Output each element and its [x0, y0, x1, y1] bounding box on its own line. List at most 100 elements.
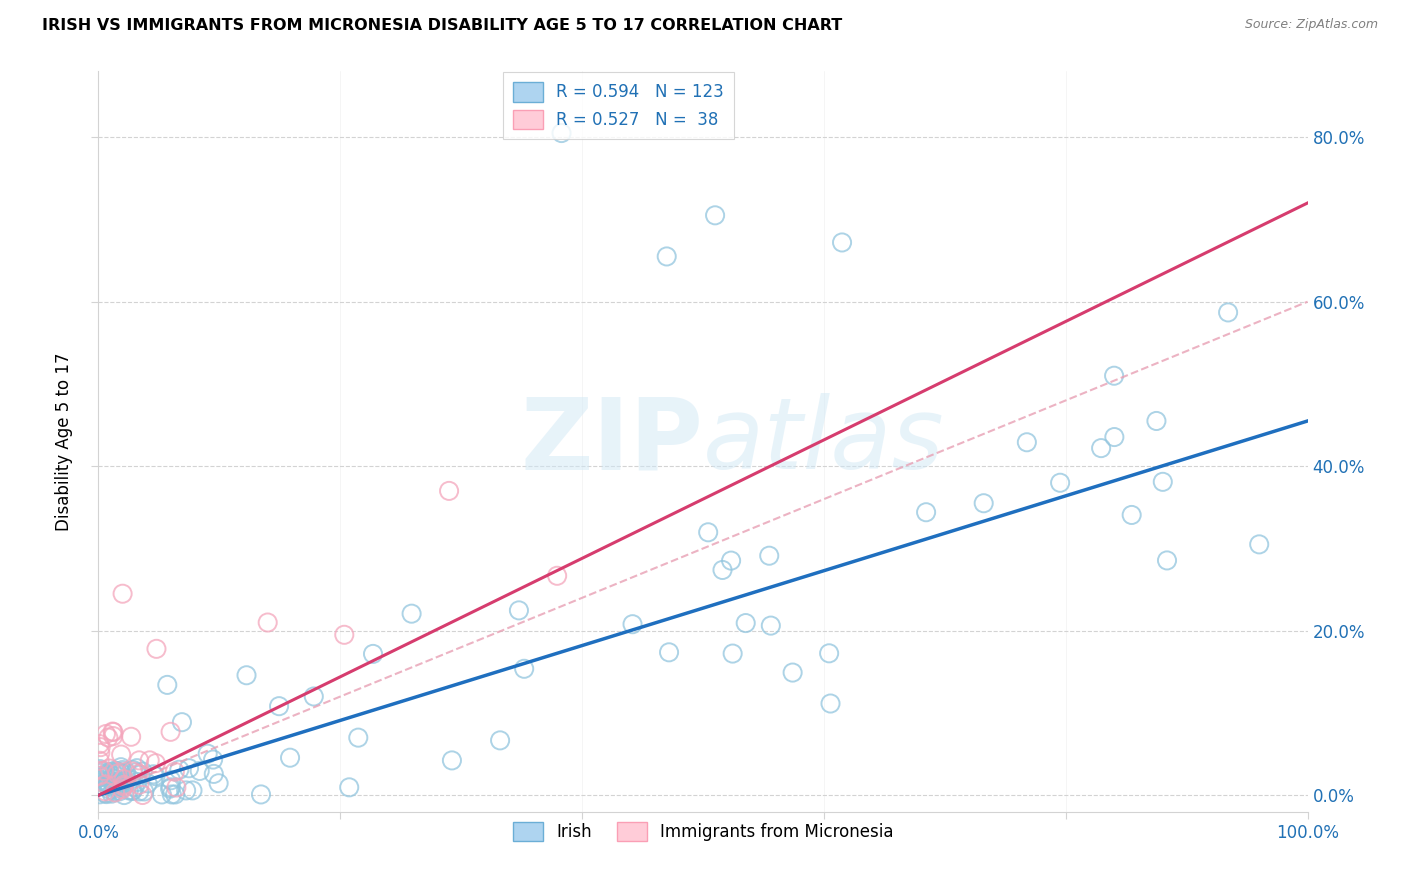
Point: [90, 772, 112, 787]
Point: [704, 208, 727, 222]
Point: [127, 775, 149, 789]
Point: [101, 771, 124, 785]
Point: [711, 563, 734, 577]
Point: [159, 724, 181, 739]
Point: [159, 781, 181, 796]
Point: [108, 780, 131, 794]
Point: [361, 647, 384, 661]
Point: [550, 126, 572, 140]
Point: [818, 646, 841, 660]
Point: [1104, 430, 1126, 444]
Point: [125, 765, 148, 780]
Point: [120, 730, 142, 744]
Text: Source: ZipAtlas.com: Source: ZipAtlas.com: [1244, 18, 1378, 31]
Point: [489, 733, 512, 747]
Point: [1015, 435, 1038, 450]
Point: [110, 747, 132, 762]
Point: [169, 763, 191, 777]
Point: [165, 780, 187, 795]
Point: [131, 764, 153, 779]
Point: [101, 764, 124, 779]
Point: [145, 769, 167, 783]
Point: [112, 778, 135, 792]
Point: [105, 766, 128, 780]
Point: [97, 731, 120, 745]
Point: [145, 641, 167, 656]
Point: [165, 788, 187, 802]
Point: [105, 765, 128, 780]
Point: [96, 767, 118, 781]
Point: [121, 783, 143, 797]
Point: [110, 765, 132, 780]
Point: [302, 690, 325, 704]
Point: [145, 756, 167, 771]
Point: [89, 762, 111, 776]
Point: [100, 787, 122, 801]
Point: [94, 786, 117, 800]
Point: [207, 776, 229, 790]
Point: [101, 724, 124, 739]
Point: [131, 788, 153, 802]
Point: [347, 731, 370, 745]
Point: [256, 615, 278, 630]
Point: [250, 788, 273, 802]
Point: [110, 765, 132, 780]
Point: [104, 781, 127, 796]
Point: [197, 747, 219, 761]
Point: [142, 767, 165, 781]
Point: [136, 776, 159, 790]
Point: [181, 783, 204, 797]
Point: [103, 784, 125, 798]
Point: [156, 678, 179, 692]
Point: [160, 773, 183, 788]
Point: [278, 750, 301, 764]
Point: [1146, 414, 1168, 428]
Point: [546, 569, 568, 583]
Point: [124, 780, 146, 795]
Point: [97, 765, 120, 780]
Point: [98, 766, 121, 780]
Point: [90, 778, 112, 792]
Point: [111, 782, 134, 797]
Point: [160, 780, 183, 795]
Point: [101, 775, 124, 789]
Point: [108, 784, 131, 798]
Point: [202, 767, 225, 781]
Point: [105, 764, 128, 779]
Point: [89, 754, 111, 768]
Text: IRISH VS IMMIGRANTS FROM MICRONESIA DISABILITY AGE 5 TO 17 CORRELATION CHART: IRISH VS IMMIGRANTS FROM MICRONESIA DISA…: [42, 18, 842, 33]
Point: [104, 772, 127, 786]
Point: [437, 483, 460, 498]
Point: [108, 778, 131, 792]
Text: atlas: atlas: [703, 393, 945, 490]
Point: [1102, 368, 1125, 383]
Point: [1152, 475, 1174, 489]
Point: [170, 715, 193, 730]
Point: [734, 616, 756, 631]
Point: [333, 628, 356, 642]
Text: ZIP: ZIP: [520, 393, 703, 490]
Point: [107, 769, 129, 783]
Point: [973, 496, 995, 510]
Point: [89, 737, 111, 751]
Point: [118, 783, 141, 797]
Point: [1049, 475, 1071, 490]
Point: [110, 760, 132, 774]
Point: [401, 607, 423, 621]
Point: [112, 780, 135, 794]
Point: [89, 769, 111, 783]
Point: [658, 645, 681, 659]
Point: [1216, 305, 1239, 319]
Point: [89, 787, 111, 801]
Point: [655, 250, 678, 264]
Point: [138, 753, 160, 767]
Point: [125, 761, 148, 775]
Point: [104, 764, 127, 778]
Point: [697, 525, 720, 540]
Point: [235, 668, 257, 682]
Point: [101, 771, 124, 785]
Point: [107, 764, 129, 779]
Point: [128, 753, 150, 767]
Point: [89, 769, 111, 783]
Point: [112, 772, 135, 786]
